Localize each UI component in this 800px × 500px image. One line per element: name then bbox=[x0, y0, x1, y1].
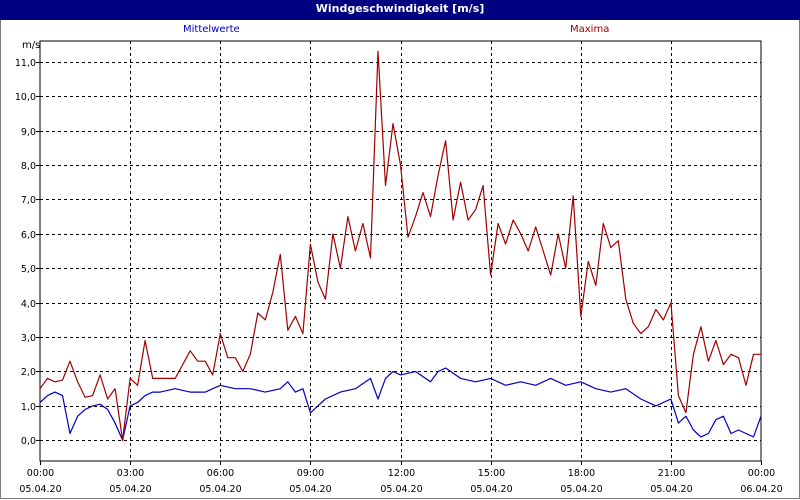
x-tick-label-time: 09:00 bbox=[297, 468, 324, 479]
y-tick-label: 6,0 bbox=[21, 230, 36, 241]
y-tick-label: 4,0 bbox=[21, 299, 36, 310]
series-line-mittelwerte bbox=[39, 367, 762, 441]
plot-area bbox=[39, 40, 762, 462]
y-tick-label: 3,0 bbox=[21, 333, 36, 344]
legend-maxima: Maxima bbox=[570, 24, 610, 35]
y-tick-label: 5,0 bbox=[21, 264, 36, 275]
x-tick-label-date: 05.04.20 bbox=[289, 484, 331, 495]
series-line-maxima bbox=[39, 50, 761, 441]
x-tick-label-date: 05.04.20 bbox=[199, 484, 241, 495]
y-tick-label: 8,0 bbox=[21, 161, 36, 172]
x-tick-label-time: 18:00 bbox=[568, 468, 595, 479]
chart-title-bar: Windgeschwindigkeit [m/s] bbox=[0, 0, 800, 20]
y-axis-unit-label: m/s bbox=[22, 40, 41, 51]
x-tick-label-date: 05.04.20 bbox=[560, 484, 602, 495]
y-tick-label: 1,0 bbox=[21, 402, 36, 413]
y-tick-label: 0,0 bbox=[21, 436, 36, 447]
x-tick-label-date: 05.04.20 bbox=[380, 484, 422, 495]
x-tick-label-time: 00:00 bbox=[748, 468, 775, 479]
x-tick-label-time: 15:00 bbox=[478, 468, 505, 479]
x-tick-label-date: 05.04.20 bbox=[19, 484, 61, 495]
x-tick-label-time: 21:00 bbox=[658, 468, 685, 479]
legend-mittelwerte: Mittelwerte bbox=[183, 24, 240, 35]
x-tick-label-time: 12:00 bbox=[388, 468, 415, 479]
x-tick-label-time: 06:00 bbox=[207, 468, 234, 479]
y-tick-label: 7,0 bbox=[21, 195, 36, 206]
x-tick-label-date: 05.04.20 bbox=[470, 484, 512, 495]
x-tick-label-time: 00:00 bbox=[27, 468, 54, 479]
y-tick-label: 9,0 bbox=[21, 127, 36, 138]
y-tick-label: 10,0 bbox=[15, 92, 36, 103]
y-tick-label: 2,0 bbox=[21, 367, 36, 378]
x-tick-label-date: 05.04.20 bbox=[109, 484, 151, 495]
y-tick-label: 11,0 bbox=[15, 58, 36, 69]
chart-title: Windgeschwindigkeit [m/s] bbox=[315, 2, 485, 15]
x-tick-label-time: 03:00 bbox=[117, 468, 144, 479]
x-tick-label-date: 06.04.20 bbox=[740, 484, 782, 495]
x-tick-label-date: 05.04.20 bbox=[650, 484, 692, 495]
